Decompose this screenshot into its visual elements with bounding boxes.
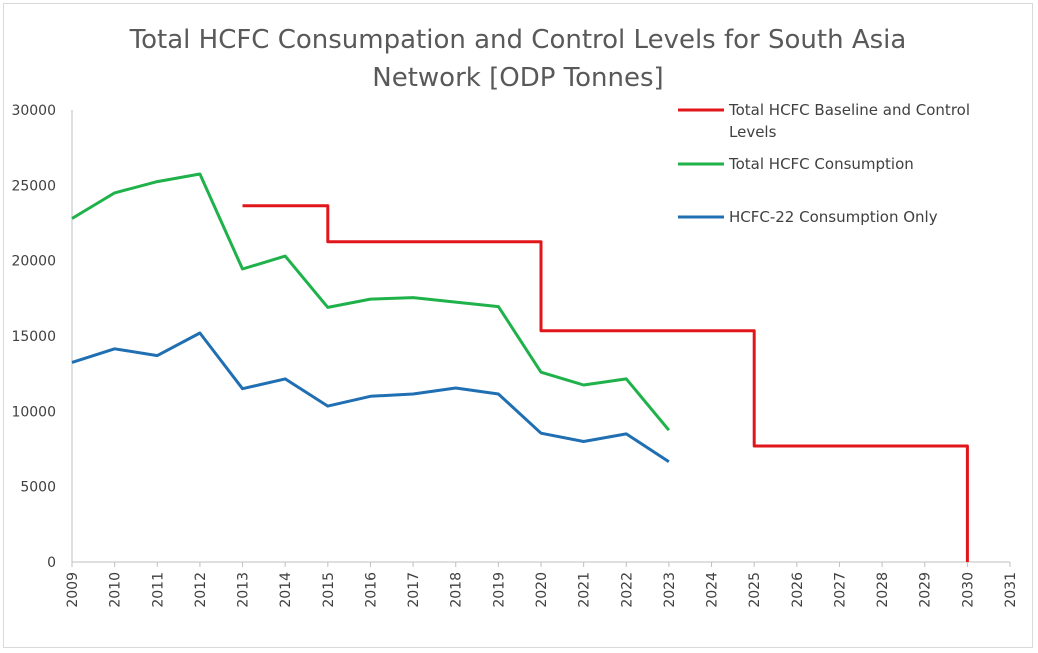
chart-title-line-2: Network [ODP Tonnes]: [372, 63, 663, 93]
x-tick-label: 2027: [832, 572, 848, 608]
x-tick-label: 2020: [534, 572, 550, 608]
x-tick-label: 2024: [705, 572, 721, 608]
chart-frame: [3, 3, 1033, 648]
x-tick-label: 2016: [363, 572, 379, 608]
legend-label-3: HCFC-22 Consumption Only: [729, 208, 938, 226]
y-tick-label: 10000: [11, 404, 56, 420]
axes: [71, 110, 1010, 563]
y-tick-label: 30000: [11, 103, 56, 119]
series-lines: [71, 172, 969, 562]
x-tick-label: 2030: [960, 572, 976, 608]
chart-title-line-1: Total HCFC Consumpation and Control Leve…: [129, 25, 907, 55]
x-tick-label: 2031: [1003, 572, 1019, 608]
x-tick-label: 2029: [918, 572, 934, 608]
x-tick-label: 2022: [619, 572, 635, 608]
x-tick-label: 2009: [65, 572, 81, 608]
x-tick-label: 2019: [491, 572, 507, 608]
series-line-2: [71, 172, 671, 432]
series-line-3: [71, 331, 670, 464]
x-tick-label: 2012: [193, 572, 209, 608]
legend-label-1: Total HCFC Baseline and Control: [728, 101, 970, 119]
y-tick-label: 15000: [11, 329, 56, 345]
x-tick-label: 2023: [662, 572, 678, 608]
x-tick-label: 2011: [150, 572, 166, 608]
y-tick-label: 20000: [11, 254, 56, 270]
legend-label-1: Levels: [729, 123, 777, 141]
x-tick-label: 2014: [278, 572, 294, 608]
y-axis-ticks: 0 5000 10000 15000 20000 25000 30000: [11, 103, 56, 571]
x-axis-ticks: 2009 2010 2011 2012 2013 2014 2015 2016 2017 2018…: [65, 562, 1019, 608]
x-tick-label: 2025: [747, 572, 763, 608]
y-tick-label: 0: [47, 555, 56, 571]
x-tick-label: 2018: [449, 572, 465, 608]
x-tick-label: 2026: [790, 572, 806, 608]
x-tick-label: 2010: [108, 572, 124, 608]
legend-label-2: Total HCFC Consumption: [728, 155, 914, 173]
x-tick-label: 2017: [406, 572, 422, 608]
chart-title: Total HCFC Consumpation and Control Leve…: [129, 25, 907, 93]
legend: Total HCFC Baseline and Control Levels Tot…: [678, 101, 970, 226]
x-tick-label: 2021: [577, 572, 593, 608]
x-tick-label: 2015: [321, 572, 337, 608]
y-tick-label: 25000: [11, 178, 56, 194]
y-tick-label: 5000: [20, 480, 56, 496]
series-line-1: [242, 204, 969, 562]
x-tick-label: 2028: [875, 572, 891, 608]
x-tick-label: 2013: [236, 572, 252, 608]
